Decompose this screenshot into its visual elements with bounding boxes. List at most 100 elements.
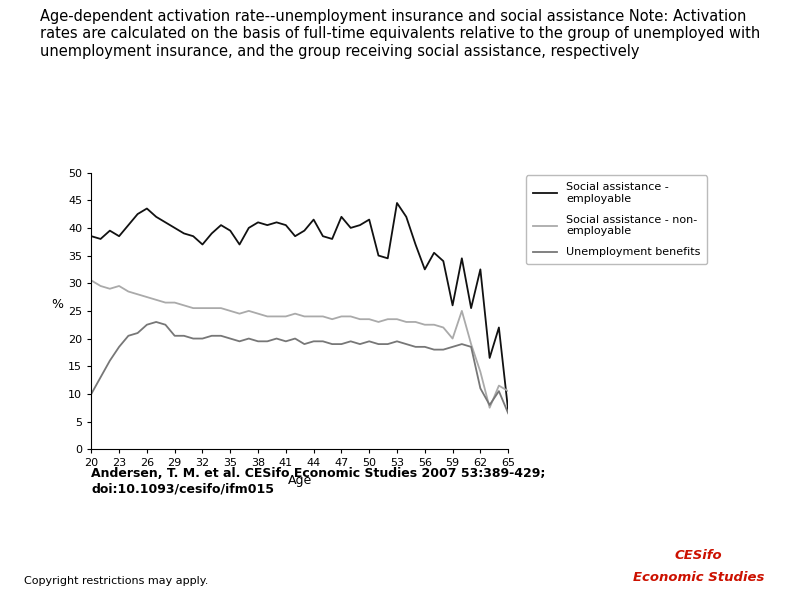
Social assistance - non-
employable (494, 382, 503, 389)
Unemployment benefits (420, 343, 430, 350)
Social assistance - non-
employable (244, 308, 253, 315)
Unemployment benefits (198, 335, 207, 342)
Social assistance -
employable (485, 355, 495, 362)
Unemployment benefits (410, 343, 420, 350)
Text: CESifo: CESifo (675, 549, 723, 562)
Unemployment benefits (207, 332, 217, 339)
Text: Age-dependent activation rate--unemployment insurance and social assistance Note: Age-dependent activation rate--unemploym… (40, 9, 760, 59)
Social assistance -
employable (170, 224, 179, 231)
Y-axis label: %: % (51, 298, 63, 311)
Unemployment benefits (466, 343, 476, 350)
Social assistance -
employable (142, 205, 152, 212)
Social assistance - non-
employable (420, 321, 430, 328)
Social assistance -
employable (235, 241, 245, 248)
Social assistance -
employable (476, 266, 485, 273)
Social assistance - non-
employable (170, 299, 179, 306)
Unemployment benefits (448, 343, 457, 350)
Social assistance - non-
employable (355, 315, 364, 322)
Social assistance - non-
employable (291, 310, 300, 317)
Unemployment benefits (457, 340, 467, 347)
Social assistance -
employable (448, 302, 457, 309)
Social assistance -
employable (152, 213, 161, 220)
Unemployment benefits (105, 357, 114, 364)
Social assistance - non-
employable (152, 296, 161, 303)
Social assistance - non-
employable (142, 293, 152, 300)
Social assistance -
employable (96, 236, 106, 243)
Unemployment benefits (263, 338, 272, 345)
Social assistance - non-
employable (466, 340, 476, 347)
Unemployment benefits (503, 410, 513, 417)
Social assistance -
employable (244, 224, 253, 231)
Social assistance - non-
employable (198, 305, 207, 312)
Unemployment benefits (216, 332, 225, 339)
Unemployment benefits (318, 338, 328, 345)
Unemployment benefits (309, 338, 318, 345)
Social assistance - non-
employable (364, 315, 374, 322)
Social assistance -
employable (188, 233, 198, 240)
Social assistance -
employable (225, 227, 235, 234)
Unemployment benefits (179, 332, 189, 339)
Social assistance -
employable (374, 252, 384, 259)
Social assistance -
employable (105, 227, 114, 234)
Unemployment benefits (87, 390, 96, 397)
Social assistance - non-
employable (503, 387, 513, 394)
Text: Copyright restrictions may apply.: Copyright restrictions may apply. (24, 576, 208, 586)
Social assistance -
employable (327, 236, 337, 243)
Social assistance - non-
employable (448, 335, 457, 342)
Unemployment benefits (476, 385, 485, 392)
Social assistance - non-
employable (114, 283, 124, 290)
Social assistance -
employable (160, 219, 170, 226)
Social assistance - non-
employable (410, 318, 420, 325)
Unemployment benefits (291, 335, 300, 342)
Social assistance - non-
employable (253, 310, 263, 317)
Social assistance -
employable (299, 227, 309, 234)
Unemployment benefits (383, 340, 392, 347)
Social assistance -
employable (346, 224, 356, 231)
Unemployment benefits (235, 338, 245, 345)
Unemployment benefits (430, 346, 439, 353)
Unemployment benefits (281, 338, 291, 345)
Line: Social assistance - non-
employable: Social assistance - non- employable (91, 280, 508, 408)
Social assistance - non-
employable (272, 313, 281, 320)
Unemployment benefits (244, 335, 253, 342)
Unemployment benefits (327, 340, 337, 347)
Unemployment benefits (355, 340, 364, 347)
Social assistance - non-
employable (430, 321, 439, 328)
Social assistance - non-
employable (476, 368, 485, 375)
Line: Unemployment benefits: Unemployment benefits (91, 322, 508, 414)
Social assistance - non-
employable (87, 277, 96, 284)
Social assistance -
employable (124, 221, 133, 228)
Social assistance -
employable (355, 221, 364, 228)
Unemployment benefits (299, 340, 309, 347)
Social assistance -
employable (87, 233, 96, 240)
Unemployment benefits (152, 318, 161, 325)
Social assistance -
employable (309, 216, 318, 223)
Social assistance - non-
employable (124, 288, 133, 295)
Social assistance - non-
employable (133, 291, 142, 298)
Social assistance - non-
employable (383, 315, 392, 322)
Social assistance - non-
employable (281, 313, 291, 320)
Social assistance - non-
employable (235, 310, 245, 317)
Unemployment benefits (272, 335, 281, 342)
Social assistance - non-
employable (160, 299, 170, 306)
Unemployment benefits (225, 335, 235, 342)
Unemployment benefits (124, 332, 133, 339)
Unemployment benefits (374, 340, 384, 347)
Unemployment benefits (114, 343, 124, 350)
Social assistance -
employable (114, 233, 124, 240)
Social assistance -
employable (272, 219, 281, 226)
Unemployment benefits (364, 338, 374, 345)
Social assistance -
employable (337, 213, 346, 220)
Text: Andersen, T. M. et al. CESifo Economic Studies 2007 53:389-429;
doi:10.1093/cesi: Andersen, T. M. et al. CESifo Economic S… (91, 467, 545, 495)
Social assistance -
employable (179, 230, 189, 237)
Line: Social assistance -
employable: Social assistance - employable (91, 203, 508, 411)
Text: Economic Studies: Economic Studies (633, 571, 765, 584)
Social assistance - non-
employable (299, 313, 309, 320)
Social assistance - non-
employable (337, 313, 346, 320)
Social assistance -
employable (207, 230, 217, 237)
Social assistance -
employable (133, 211, 142, 218)
Unemployment benefits (346, 338, 356, 345)
Social assistance -
employable (216, 221, 225, 228)
Social assistance - non-
employable (216, 305, 225, 312)
Social assistance - non-
employable (179, 302, 189, 309)
